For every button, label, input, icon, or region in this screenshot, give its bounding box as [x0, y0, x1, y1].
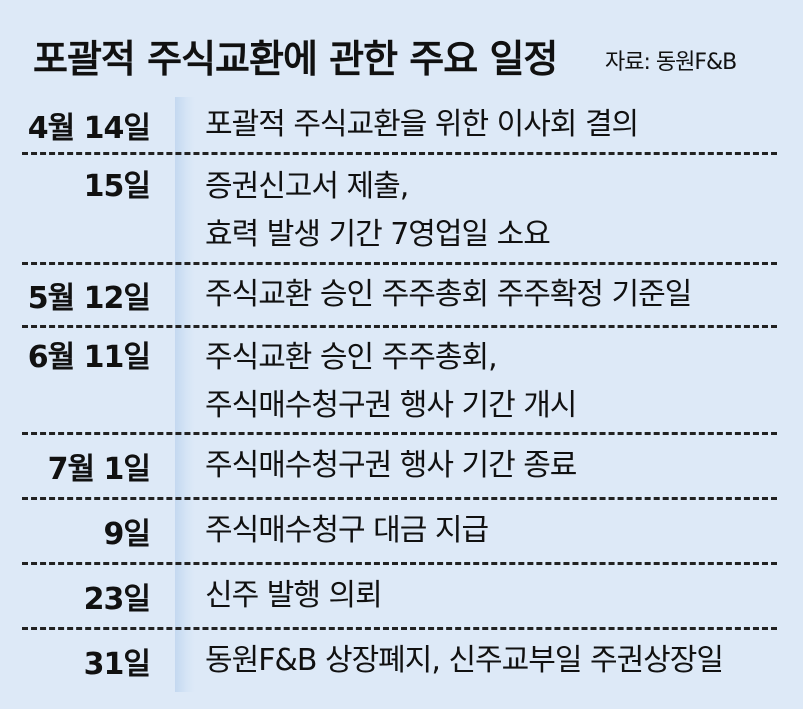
- schedule-row: 15일 증권신고서 제출, 효력 발생 기간 7영업일 소요: [22, 155, 777, 265]
- schedule-row: 5월 12일 주식교환 승인 주주총회 주주확정 기준일: [22, 265, 777, 328]
- infographic-title: 포괄적 주식교환에 관한 주요 일정: [33, 37, 558, 81]
- schedule-row: 4월 14일 포괄적 주식교환을 위한 이사회 결의: [22, 97, 777, 155]
- description-line: 동원F&B 상장폐지, 신주교부일 주권상장일: [205, 643, 724, 678]
- description-line: 주식매수청구 대금 지급: [205, 513, 489, 548]
- row-date: 9일: [103, 517, 151, 552]
- description-line: 주식교환 승인 주주총회 주주확정 기준일: [205, 277, 692, 312]
- schedule-row: 9일 주식매수청구 대금 지급: [22, 500, 777, 565]
- description-line: 주식교환 승인 주주총회,: [205, 340, 498, 375]
- description-line: 주식매수청구권 행사 기간 개시: [205, 388, 577, 423]
- description-line: 증권신고서 제출,: [205, 169, 409, 204]
- description-line: 주식매수청구권 행사 기간 종료: [205, 448, 577, 483]
- row-description: 주식교환 승인 주주총회 주주확정 기준일: [205, 271, 692, 319]
- row-description: 신주 발행 의뢰: [205, 572, 383, 620]
- row-date: 6월 11일: [27, 340, 151, 375]
- schedule-row: 7월 1일 주식매수청구권 행사 기간 종료: [22, 435, 777, 500]
- description-line: 포괄적 주식교환을 위한 이사회 결의: [205, 106, 639, 142]
- row-date: 7월 1일: [47, 452, 151, 487]
- description-line: 효력 발생 기간 7영업일 소요: [205, 217, 551, 252]
- schedule-table: 4월 14일 포괄적 주식교환을 위한 이사회 결의 15일 증권신고서 제출,…: [22, 97, 777, 692]
- row-description: 주식매수청구권 행사 기간 종료: [205, 442, 577, 490]
- row-date: 31일: [83, 647, 151, 682]
- row-description: 포괄적 주식교환을 위한 이사회 결의: [205, 101, 639, 149]
- schedule-row: 31일 동원F&B 상장폐지, 신주교부일 주권상장일: [22, 630, 777, 692]
- column-divider-bar: [175, 97, 195, 692]
- row-description: 증권신고서 제출, 효력 발생 기간 7영업일 소요: [205, 163, 551, 259]
- row-date: 4월 14일: [27, 110, 151, 146]
- row-description: 주식매수청구 대금 지급: [205, 507, 489, 555]
- row-date: 15일: [83, 169, 151, 204]
- row-description: 동원F&B 상장폐지, 신주교부일 주권상장일: [205, 637, 724, 685]
- schedule-row: 6월 11일 주식교환 승인 주주총회, 주식매수청구권 행사 기간 개시: [22, 328, 777, 435]
- source-label: 자료: 동원F&B: [605, 50, 737, 75]
- schedule-row: 23일 신주 발행 의뢰: [22, 565, 777, 630]
- row-date: 23일: [83, 582, 151, 617]
- description-line: 신주 발행 의뢰: [205, 578, 383, 613]
- row-date: 5월 12일: [27, 281, 151, 316]
- row-description: 주식교환 승인 주주총회, 주식매수청구권 행사 기간 개시: [205, 334, 577, 430]
